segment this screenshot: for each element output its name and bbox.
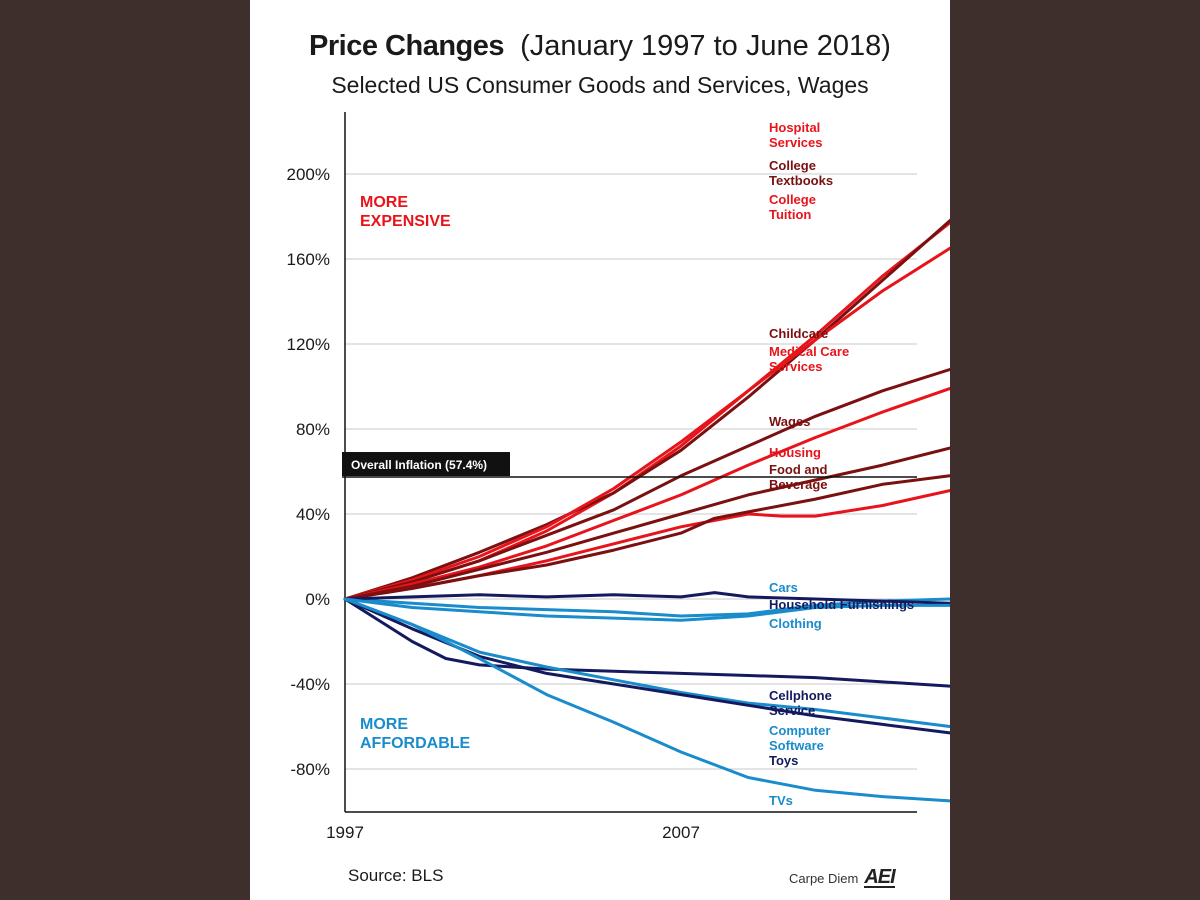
- y-tick-label: 40%: [296, 505, 330, 524]
- series-line: [343, 597, 950, 735]
- series-label: Cars: [769, 580, 798, 595]
- source-note: Source: BLS: [348, 866, 444, 885]
- series-label: Childcare: [769, 326, 828, 341]
- series-label: Textbooks: [769, 173, 833, 188]
- series-label: Tuition: [769, 207, 811, 222]
- series-line: [343, 597, 950, 622]
- y-tick-label: -40%: [290, 675, 330, 694]
- series-line: [343, 597, 950, 729]
- series-line: [343, 597, 950, 688]
- x-tick-label: 1997: [326, 823, 364, 842]
- chart-title-dates: (January 1997 to June 2018): [520, 30, 891, 62]
- aei-logo-icon: AEI: [864, 866, 896, 888]
- zone-label-more-affordable: MORE: [360, 716, 408, 733]
- y-tick-label: 160%: [287, 250, 330, 269]
- series-label: Medical Care: [769, 344, 849, 359]
- brand-mark: Carpe Diem AEI: [789, 866, 896, 888]
- series-label: College: [769, 158, 816, 173]
- chart-panel: Price Changes (January 1997 to June 2018…: [250, 0, 950, 900]
- series-label: Wages: [769, 414, 810, 429]
- y-tick-label: 200%: [287, 165, 330, 184]
- series-line: [343, 218, 950, 601]
- series-label: Toys: [769, 753, 798, 768]
- series-label: Service: [769, 703, 815, 718]
- series-label: Computer: [769, 723, 830, 738]
- series-label: Beverage: [769, 477, 828, 492]
- series-label: Clothing: [769, 616, 822, 631]
- series-label: Food and: [769, 462, 828, 477]
- zone-label-more-expensive: MORE: [360, 194, 408, 211]
- y-tick-label: 0%: [305, 590, 330, 609]
- x-tick-label: 2007: [662, 823, 700, 842]
- y-tick-label: -80%: [290, 760, 330, 779]
- series-line: [343, 386, 950, 601]
- chart-subtitle: Selected US Consumer Goods and Services,…: [331, 72, 869, 98]
- series-line: [343, 220, 950, 601]
- series-label: Services: [769, 135, 823, 150]
- series-line: [343, 246, 950, 601]
- y-tick-label: 120%: [287, 335, 330, 354]
- series-label: TVs: [769, 793, 793, 808]
- series-label: Household Furnishings: [769, 597, 914, 612]
- series-line: [343, 597, 950, 803]
- zone-label-more-affordable: AFFORDABLE: [360, 735, 471, 752]
- series-label: College: [769, 192, 816, 207]
- series-line: [343, 591, 950, 605]
- series-label: Housing: [769, 445, 821, 460]
- y-tick-label: 80%: [296, 420, 330, 439]
- series-label: Cellphone: [769, 688, 832, 703]
- zone-label-more-expensive: EXPENSIVE: [360, 213, 451, 230]
- series-line: [343, 367, 950, 601]
- inflation-label-box: [342, 452, 510, 477]
- series-line: [343, 597, 950, 618]
- series-line: [343, 474, 950, 601]
- inflation-label: Overall Inflation (57.4%): [351, 458, 487, 472]
- series-line: [343, 446, 950, 601]
- chart-title: Price Changes (January 1997 to June 2018…: [250, 30, 950, 63]
- series-label: Services: [769, 359, 823, 374]
- price-changes-chart: -80%-40%0%40%80%120%160%200%199720072017…: [287, 112, 950, 842]
- brand-text: Carpe Diem: [789, 870, 859, 886]
- chart-title-bold: Price Changes: [309, 30, 505, 62]
- series-label: Software: [769, 738, 824, 753]
- series-label: Hospital: [769, 120, 820, 135]
